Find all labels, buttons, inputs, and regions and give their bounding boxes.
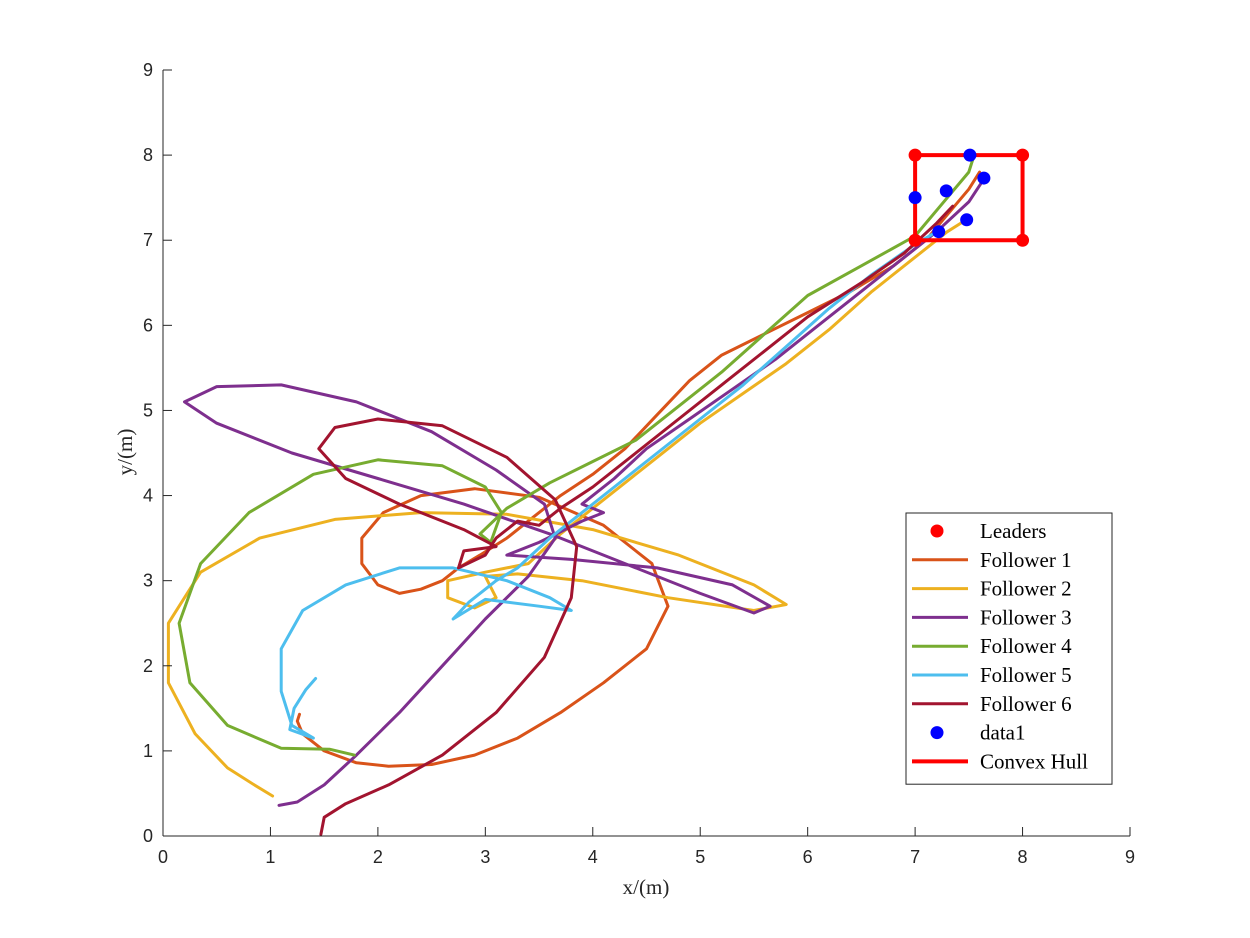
follower-3-line [183, 180, 984, 807]
legend-label-follower-6: Follower 6 [980, 692, 1072, 716]
y-tick-label: 7 [143, 230, 153, 250]
data1-point-2 [977, 171, 991, 185]
legend-label-data1: data1 [980, 721, 1025, 745]
axes: 0 1 2 3 4 5 6 7 8 9 0 1 2 3 4 5 6 7 8 9 [143, 60, 1135, 867]
legend-label-follower-4: Follower 4 [980, 634, 1072, 658]
y-tick-label: 9 [143, 60, 153, 80]
data1-point-6 [932, 225, 946, 239]
legend-label-follower-1: Follower 1 [980, 548, 1072, 572]
data1-point-3 [939, 184, 953, 198]
leader-point-1 [908, 148, 922, 162]
leader-point-2 [1016, 148, 1030, 162]
legend-label-leaders: Leaders [980, 519, 1046, 543]
y-tick-label: 8 [143, 145, 153, 165]
data1-point-5 [960, 213, 974, 227]
x-tick-label: 1 [265, 847, 275, 867]
legend-label-follower-2: Follower 2 [980, 577, 1072, 601]
y-tick-label: 5 [143, 400, 153, 420]
data1-point-1 [963, 148, 977, 162]
x-tick-label: 4 [588, 847, 598, 867]
data1-point-4 [908, 191, 922, 205]
legend-box [905, 512, 1113, 785]
y-tick-label: 0 [143, 826, 153, 846]
legend-swatch-data1 [930, 726, 944, 740]
x-tick-label: 3 [480, 847, 490, 867]
x-tick-label: 0 [158, 847, 168, 867]
follower-6-line [317, 204, 955, 836]
legend: Leaders Follower 1 Follower 2 Follower 3 Fol… [905, 512, 1113, 785]
legend-swatch-leaders [930, 524, 944, 538]
follower-5-line [279, 230, 939, 740]
plot-lines [166, 148, 1030, 836]
legend-label-convex-hull: Convex Hull [980, 749, 1088, 773]
x-tick-label: 9 [1125, 847, 1135, 867]
x-tick-label: 7 [910, 847, 920, 867]
x-tick-label: 6 [803, 847, 813, 867]
y-tick-label: 1 [143, 741, 153, 761]
leader-point-4 [908, 233, 922, 247]
follower-4-line [177, 153, 976, 757]
legend-label-follower-3: Follower 3 [980, 605, 1072, 629]
x-tick-label: 8 [1018, 847, 1028, 867]
x-tick-label: 5 [695, 847, 705, 867]
follower-2-line [166, 220, 965, 798]
legend-label-follower-5: Follower 5 [980, 663, 1072, 687]
y-tick-label: 3 [143, 571, 153, 591]
y-tick-label: 2 [143, 656, 153, 676]
leader-point-3 [1016, 233, 1030, 247]
y-tick-label: 4 [143, 486, 153, 506]
y-tick-label: 6 [143, 315, 153, 335]
x-tick-label: 2 [373, 847, 383, 867]
y-axis-label: y/(m) [113, 429, 137, 476]
x-axis-label: x/(m) [623, 875, 670, 899]
